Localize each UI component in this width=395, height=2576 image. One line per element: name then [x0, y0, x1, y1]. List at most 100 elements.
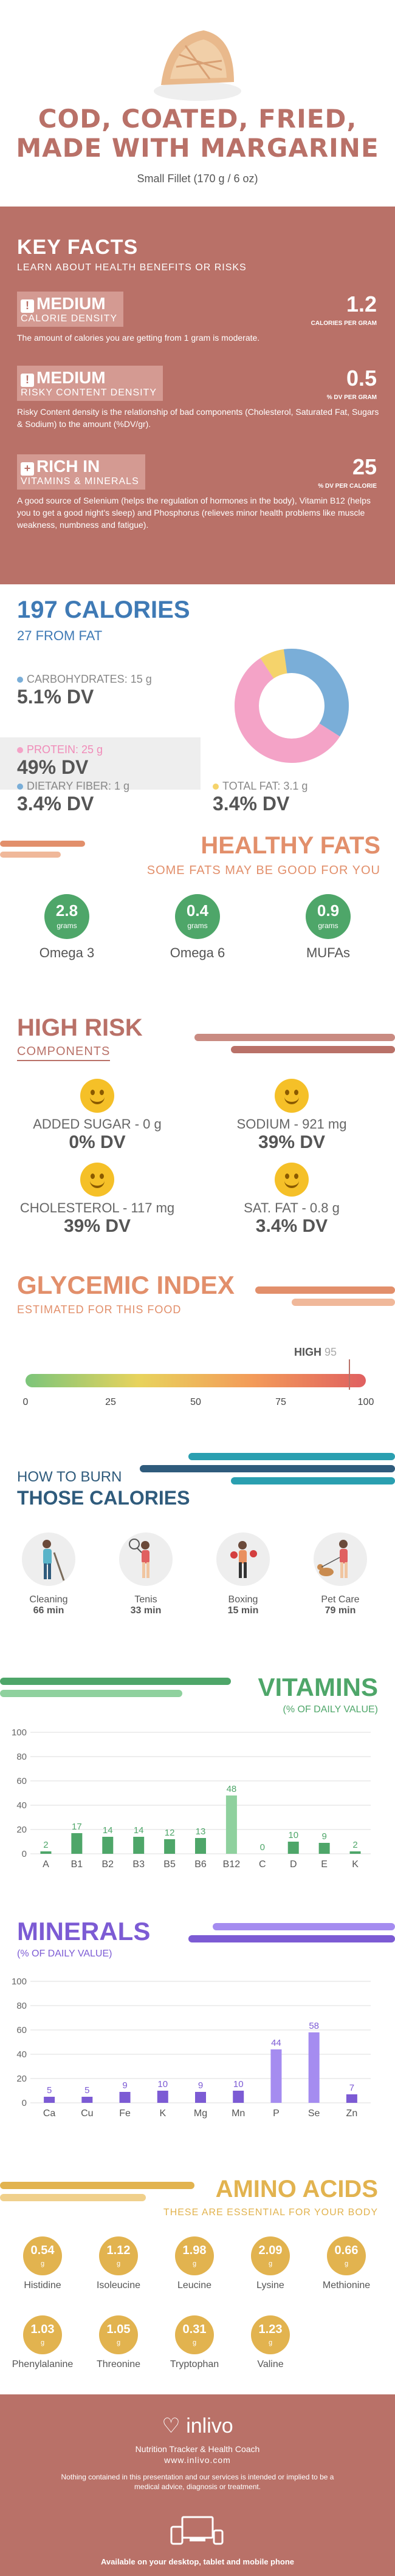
inlivo-logo: ♡ inlivo	[162, 2414, 233, 2438]
amino-value: 0.66	[334, 2244, 359, 2257]
fat-omega6: 0.4 grams Omega 6	[155, 894, 240, 961]
amino-label: Lysine	[256, 2280, 284, 2291]
footer-disclaimer: Nothing contained in this presentation a…	[61, 2473, 334, 2491]
y-tick-label: 20	[16, 1825, 27, 1835]
activity-time: 33 min	[130, 1605, 162, 1616]
vitamins-heading: VITAMINS	[258, 1673, 378, 1701]
amino-value: 1.98	[182, 2244, 207, 2257]
data-label: 44	[271, 2038, 281, 2048]
bar-B1	[71, 1833, 83, 1854]
amino-acid-leucine: 1.98 g Leucine	[158, 2236, 231, 2291]
amino-acid-valine: 1.23 g Valine	[234, 2315, 307, 2370]
risk-dv: 39% DV	[258, 1132, 326, 1152]
x-tick-label: Fe	[119, 2108, 131, 2119]
minerals-subheading: (% OF DAILY VALUE)	[17, 1949, 112, 1959]
risk-dv: 39% DV	[63, 1216, 131, 1236]
risk-added-sugar: ADDED SUGAR - 0 g 0% DV	[6, 1079, 188, 1153]
data-label: 9	[198, 2080, 203, 2091]
key-fact-label: VITAMINS & MINERALS	[21, 476, 139, 487]
amino-label: Phenylalanine	[12, 2359, 74, 2369]
risk-dv: 0% DV	[69, 1132, 126, 1152]
fiber-dot-icon	[17, 784, 23, 790]
glycemic-subheading: ESTIMATED FOR THIS FOOD	[17, 1303, 182, 1316]
decorative-stripes	[0, 2182, 194, 2201]
boxing-icon	[216, 1532, 270, 1586]
calories-section: 197 CALORIES 27 FROM FAT CARBOHYDRATES: …	[0, 584, 395, 821]
happy-face-icon	[275, 1163, 309, 1197]
amino-unit: g	[268, 2260, 273, 2267]
amino-value: 2.09	[258, 2244, 283, 2257]
bar-Mn	[233, 2091, 244, 2103]
fat-mufas: 0.9 grams MUFAs	[286, 894, 371, 961]
protein-label: PROTEIN: 25 g	[27, 743, 103, 756]
key-fact-value: 1.2 CALORIES PER GRAM	[311, 292, 377, 328]
amino-badge: 1.23 g	[251, 2315, 290, 2354]
risk-label: SAT. FAT - 0.8 g	[244, 1200, 340, 1215]
data-label: 14	[134, 1825, 144, 1836]
amino-value: 0.31	[182, 2323, 207, 2336]
key-fact-tag: + RICH IN VITAMINS & MINERALS	[17, 454, 145, 490]
activity-time: 79 min	[325, 1605, 356, 1616]
key-fact-risky-content: ! MEDIUM RISKY CONTENT DENSITY 0.5 % DV P…	[17, 366, 382, 430]
fat-value: 0.9	[317, 901, 340, 920]
fiber-dv: 3.4% DV	[17, 793, 94, 815]
x-tick-label: Mn	[232, 2108, 245, 2119]
amino-value: 1.23	[258, 2323, 283, 2336]
data-label: 5	[47, 2085, 52, 2096]
carbs-dv: 5.1% DV	[17, 686, 94, 708]
decorative-stripes	[188, 1923, 395, 1942]
fiber-label: DIETARY FIBER: 1 g	[27, 780, 130, 792]
glycemic-tick: 0	[22, 1397, 29, 1407]
amino-acid-methionine: 0.66 g Methionine	[310, 2236, 383, 2291]
x-tick-label: B5	[163, 1859, 176, 1870]
key-facts-section: KEY FACTS LEARN ABOUT HEALTH BENEFITS OR…	[0, 207, 395, 584]
decorative-stripes	[140, 1453, 395, 1484]
glycemic-ticks: 0 25 50 75 100	[22, 1397, 374, 1409]
amino-unit: g	[192, 2260, 197, 2267]
amino-acids-subheading: THESE ARE ESSENTIAL FOR YOUR BODY	[163, 2207, 378, 2218]
pet-care-icon	[314, 1532, 367, 1586]
fat-label: Omega 6	[170, 945, 225, 960]
bar-K	[157, 2091, 168, 2103]
amino-label: Tryptophan	[170, 2359, 219, 2369]
data-label: 10	[288, 1830, 298, 1840]
footer: ♡ inlivo Nutrition Tracker & Health Coac…	[0, 2394, 395, 2576]
activity-tennis: Tenis 33 min	[109, 1532, 182, 1616]
amino-unit: g	[344, 2260, 349, 2267]
bar-Cu	[81, 2097, 93, 2103]
risk-dv: 3.4% DV	[255, 1216, 328, 1236]
omega3-badge: 2.8 grams	[44, 894, 89, 939]
amino-acid-histidine: 0.54 g Histidine	[6, 2236, 79, 2291]
amino-acid-phenylalanine: 1.03 g Phenylalanine	[6, 2315, 79, 2370]
key-fact-level: MEDIUM	[36, 294, 106, 313]
risk-cholesterol: CHOLESTEROL - 117 mg 39% DV	[6, 1163, 188, 1237]
amino-value: 1.12	[106, 2244, 131, 2257]
x-tick-label: D	[290, 1859, 297, 1870]
footer-url[interactable]: www.inlivo.com	[164, 2455, 231, 2465]
x-tick-label: P	[273, 2108, 280, 2119]
footer-tagline: Nutrition Tracker & Health Coach	[135, 2444, 260, 2454]
key-fact-description: A good source of Selenium (helps the reg…	[17, 496, 371, 530]
bar-P	[270, 2049, 282, 2103]
amino-badge: 2.09 g	[251, 2236, 290, 2275]
tennis-icon	[119, 1532, 173, 1586]
key-fact-level: RICH IN	[36, 457, 100, 476]
fat-label: TOTAL FAT: 3.1 g	[222, 780, 308, 792]
amino-label: Threonine	[96, 2359, 141, 2369]
key-fact-unit: CALORIES PER GRAM	[311, 320, 377, 327]
key-fact-label: RISKY CONTENT DENSITY	[21, 388, 157, 398]
data-label: 7	[349, 2083, 354, 2093]
key-fact-number: 25	[352, 454, 377, 479]
fat-stat: TOTAL FAT: 3.1 g 3.4% DV	[213, 780, 307, 815]
x-tick-label: B3	[132, 1859, 145, 1870]
x-tick-label: B2	[101, 1859, 114, 1870]
key-fact-label: CALORIE DENSITY	[21, 313, 118, 324]
x-tick-label: Cu	[81, 2108, 93, 2119]
amino-value: 1.03	[30, 2323, 55, 2336]
data-label: 9	[122, 2080, 127, 2091]
burn-heading-1: HOW TO BURN	[17, 1469, 122, 1485]
key-fact-description: Risky Content density is the relationshi…	[17, 407, 379, 429]
y-tick-label: 40	[16, 1800, 27, 1811]
risk-sodium: SODIUM - 921 mg 39% DV	[201, 1079, 383, 1153]
glycemic-level-label: HIGH	[294, 1346, 321, 1358]
